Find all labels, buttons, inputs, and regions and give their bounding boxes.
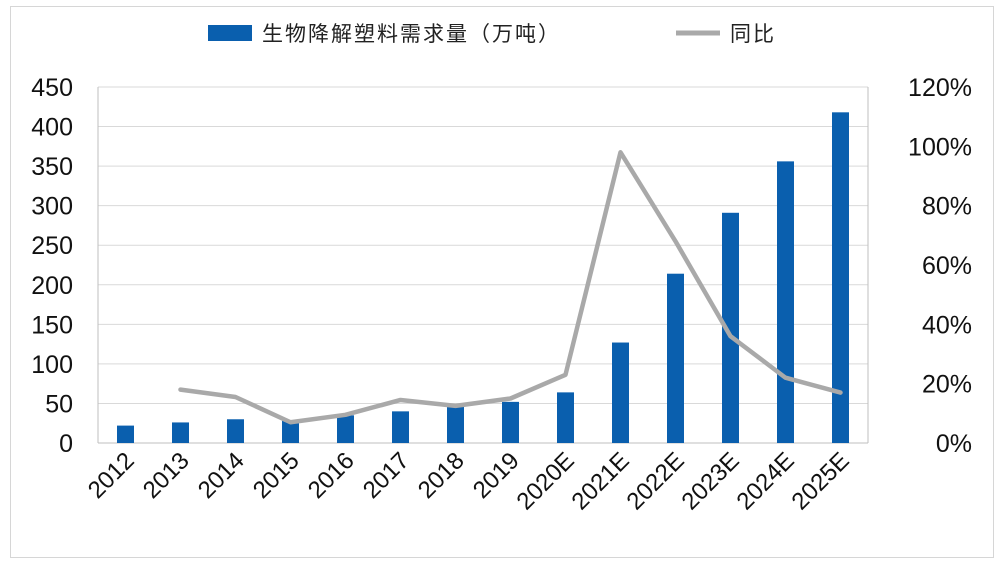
right-tick-label: 60% bbox=[922, 252, 972, 280]
bar bbox=[612, 342, 629, 443]
yoy-point bbox=[345, 414, 346, 416]
bar bbox=[282, 420, 299, 443]
x-tick-label: 2023E bbox=[677, 447, 745, 515]
x-tick-label: 2018 bbox=[413, 447, 470, 504]
x-tick-label: 2024E bbox=[732, 447, 800, 515]
yoy-point bbox=[675, 240, 676, 242]
x-tick-label: 2015 bbox=[248, 447, 305, 504]
bar bbox=[777, 161, 794, 443]
bar bbox=[832, 112, 849, 443]
yoy-point bbox=[730, 335, 731, 337]
bar bbox=[117, 425, 134, 443]
right-tick-label: 120% bbox=[908, 74, 972, 102]
yoy-line bbox=[178, 150, 843, 425]
left-tick-label: 100 bbox=[31, 351, 73, 379]
left-tick-label: 50 bbox=[45, 390, 73, 418]
bars bbox=[117, 112, 849, 443]
right-tick-label: 100% bbox=[908, 133, 972, 161]
x-axis-ticks: 201220132014201520162017201820192020E202… bbox=[83, 447, 855, 515]
x-tick-label: 2016 bbox=[303, 447, 360, 504]
x-tick-label: 2020E bbox=[512, 447, 580, 515]
yoy-point bbox=[400, 399, 401, 401]
x-tick-label: 2014 bbox=[193, 447, 250, 504]
axes bbox=[97, 87, 869, 444]
bar bbox=[667, 273, 684, 443]
left-tick-label: 300 bbox=[31, 193, 73, 221]
x-tick-label: 2012 bbox=[83, 447, 140, 504]
bar bbox=[392, 411, 409, 443]
bar bbox=[722, 212, 739, 443]
x-tick-label: 2017 bbox=[358, 447, 415, 504]
yoy-point bbox=[510, 398, 511, 399]
left-tick-label: 150 bbox=[31, 311, 73, 339]
yoy-point bbox=[290, 421, 291, 423]
yoy-polyline bbox=[178, 150, 843, 425]
bar bbox=[172, 422, 189, 443]
left-tick-label: 250 bbox=[31, 232, 73, 260]
yoy-point bbox=[785, 377, 786, 379]
right-tick-label: 0% bbox=[936, 430, 972, 458]
left-tick-label: 0 bbox=[59, 430, 73, 458]
legend-line-label: 同比 bbox=[730, 22, 776, 46]
right-tick-label: 20% bbox=[922, 371, 972, 399]
x-tick-label: 2022E bbox=[622, 447, 690, 515]
bar bbox=[557, 392, 574, 443]
yoy-point bbox=[235, 396, 236, 398]
left-axis-ticks: 0 50 100 150 200 250 300 350 400 450 bbox=[31, 74, 73, 458]
grid bbox=[98, 86, 868, 404]
bar bbox=[227, 419, 244, 443]
right-axis-ticks: 0% 20% 40% 60% 80% 100% 120% bbox=[908, 74, 972, 458]
x-tick-label: 2025E bbox=[787, 447, 855, 515]
bar bbox=[447, 405, 464, 443]
left-tick-label: 350 bbox=[31, 153, 73, 181]
yoy-point bbox=[620, 151, 621, 153]
x-tick-label: 2021E bbox=[567, 447, 635, 515]
left-tick-label: 450 bbox=[31, 74, 73, 102]
yoy-point bbox=[455, 405, 456, 407]
legend-bar-label: 生物降解塑料需求量（万吨） bbox=[262, 22, 561, 46]
right-tick-label: 80% bbox=[922, 193, 972, 221]
right-tick-label: 40% bbox=[922, 311, 972, 339]
bar bbox=[502, 401, 519, 443]
yoy-point bbox=[565, 374, 566, 376]
yoy-point bbox=[840, 392, 841, 394]
legend-bar-swatch bbox=[208, 25, 252, 41]
left-tick-label: 200 bbox=[31, 272, 73, 300]
legend: 生物降解塑料需求量（万吨） 同比 bbox=[208, 22, 776, 46]
chart-frame bbox=[10, 6, 994, 558]
x-tick-label: 2013 bbox=[138, 447, 195, 504]
left-tick-label: 400 bbox=[31, 114, 73, 142]
yoy-point bbox=[180, 389, 181, 391]
bar bbox=[337, 415, 354, 443]
